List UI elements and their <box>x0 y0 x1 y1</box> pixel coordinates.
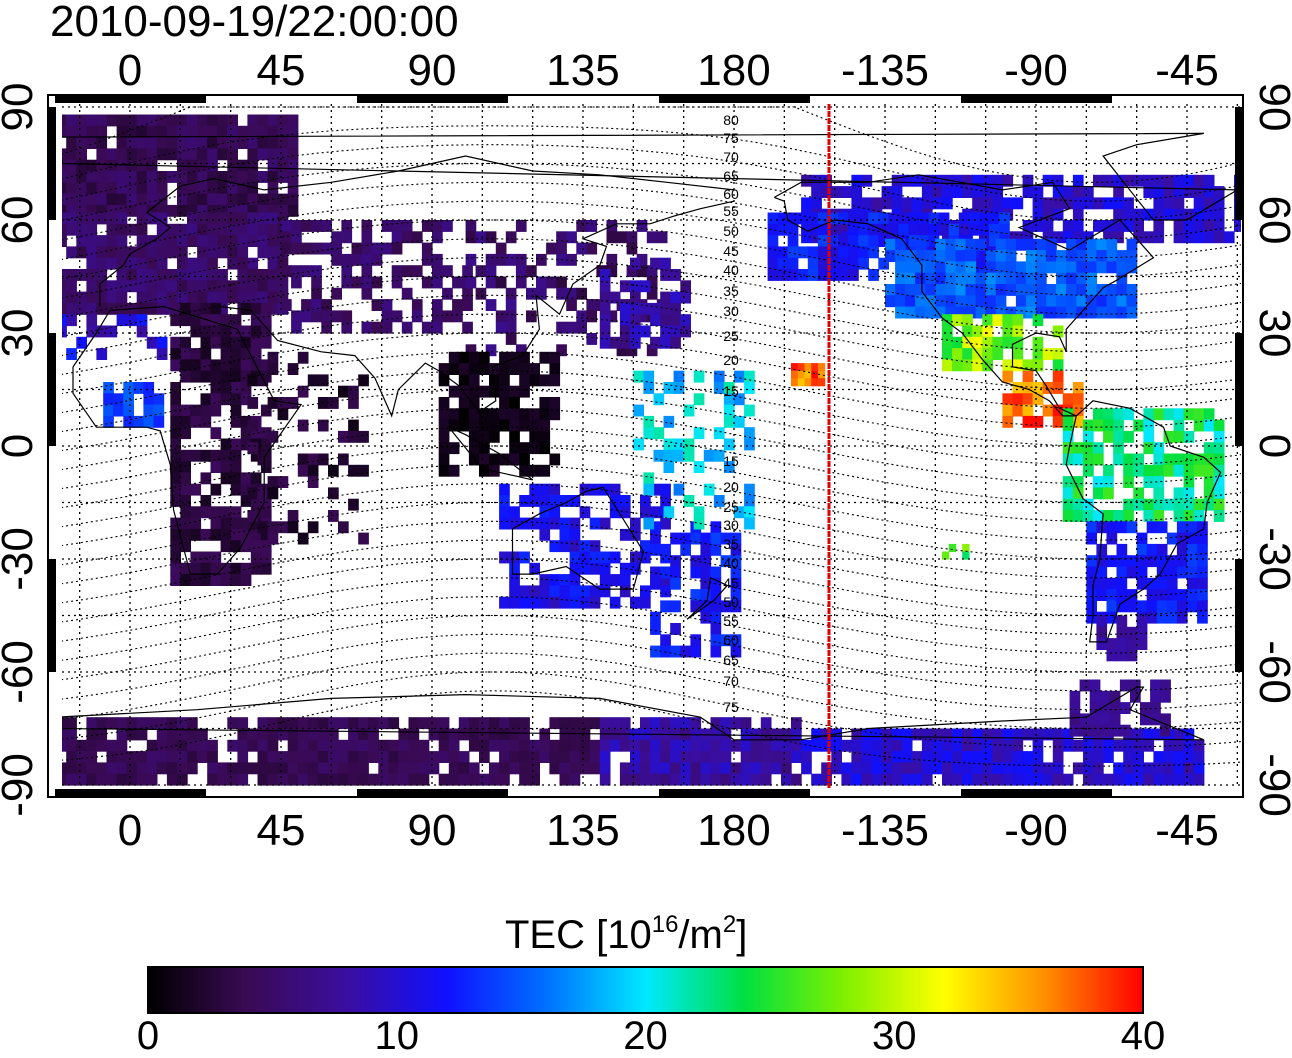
tec-map: 8075706560555045403530252015152025303540… <box>0 46 1292 855</box>
lon-tick-label-bottom: 45 <box>257 806 306 855</box>
magnetic-contour-label: 60 <box>723 186 739 202</box>
magnetic-contour-label: 70 <box>723 149 739 165</box>
frame-scale-bars <box>48 95 1243 797</box>
magnetic-contour-label: 40 <box>723 555 739 571</box>
lon-tick-label-top: 90 <box>408 46 457 95</box>
latitude-labels-right: 90 60 30 0 -30 -60 -90 <box>1250 83 1292 817</box>
magnetic-contour-label: 50 <box>723 594 739 610</box>
lon-tick-label-top: -135 <box>841 46 929 95</box>
colorbar-title-close: ] <box>736 913 748 957</box>
lon-tick-label-bottom: 90 <box>408 806 457 855</box>
lat-tick-label-right: -90 <box>1250 753 1292 817</box>
magnetic-contour-label: 65 <box>723 168 739 184</box>
magnetic-contour-label: 40 <box>723 262 739 278</box>
lon-tick-label-top: -90 <box>1004 46 1068 95</box>
lat-tick-label-right: -60 <box>1250 640 1292 704</box>
lat-tick-label-right: -30 <box>1250 527 1292 591</box>
magnetic-contour-label: 15 <box>723 383 739 399</box>
lon-tick-label-top: 0 <box>118 46 142 95</box>
lat-tick-label-left: -90 <box>0 753 42 817</box>
lat-tick-label-left: 30 <box>0 309 42 358</box>
magnetic-contour-label: 80 <box>723 112 739 128</box>
colorbar-gradient <box>147 966 1144 1014</box>
graticule-grid <box>62 104 1241 788</box>
magnetic-contour-label: 35 <box>723 283 739 299</box>
lat-tick-label-left: -60 <box>0 640 42 704</box>
magnetic-contour-label: 45 <box>723 575 739 591</box>
lon-tick-label-top: 180 <box>697 46 770 95</box>
magnetic-contour-label: 55 <box>723 613 739 629</box>
colorbar-title-unit: /m <box>678 913 723 957</box>
lon-tick-label-bottom: -135 <box>841 806 929 855</box>
lon-tick-label-bottom: 135 <box>546 806 619 855</box>
magnetic-contour-label: 70 <box>723 673 739 689</box>
colorbar <box>147 966 1144 1014</box>
magnetic-contour-label: 30 <box>723 517 739 533</box>
lon-tick-label-bottom: 0 <box>118 806 142 855</box>
longitude-labels-top: 0 45 90 135 180 -135 -90 -45 <box>118 46 1219 95</box>
magnetic-contour-label: 75 <box>723 699 739 715</box>
magnetic-contour-label: 55 <box>723 203 739 219</box>
magnetic-contour-label: 20 <box>723 352 739 368</box>
lon-tick-label-top: 135 <box>546 46 619 95</box>
colorbar-title-exponent-2: 2 <box>722 911 737 938</box>
magnetic-contour-labels: 8075706560555045403530252015152025303540… <box>723 112 739 715</box>
colorbar-tick-label: 20 <box>623 1014 668 1058</box>
lat-tick-label-right: 0 <box>1250 434 1292 458</box>
map-title: 2010-09-19/22:00:00 <box>50 0 459 46</box>
magnetic-contour-label: 50 <box>723 223 739 239</box>
lon-tick-label-bottom: 180 <box>697 806 770 855</box>
lat-tick-label-left: -30 <box>0 527 42 591</box>
lon-tick-label-top: 45 <box>257 46 306 95</box>
colorbar-title-main: TEC [10 <box>505 913 652 957</box>
colorbar-tick-label: 10 <box>374 1014 420 1058</box>
lat-tick-label-right: 90 <box>1250 83 1292 132</box>
colorbar-title: TEC [1016/m2] <box>505 902 747 958</box>
magnetic-contour-label: 20 <box>723 479 739 495</box>
colorbar-tick-label: 40 <box>1120 1014 1166 1058</box>
magnetic-contour-label: 25 <box>723 328 739 344</box>
magnetic-contour-label: 65 <box>723 652 739 668</box>
magnetic-contour-label: 15 <box>723 453 739 469</box>
colorbar-tick-label: 30 <box>872 1014 917 1058</box>
magnetic-contour-label: 60 <box>723 632 739 648</box>
lat-tick-label-right: 60 <box>1250 196 1292 245</box>
magnetic-contour-label: 25 <box>723 499 739 515</box>
magnetic-contour-label: 75 <box>723 130 739 146</box>
lat-tick-label-left: 90 <box>0 83 42 132</box>
magnetic-contour-label: 30 <box>723 303 739 319</box>
lat-tick-label-left: 60 <box>0 196 42 245</box>
lat-tick-label-left: 0 <box>0 434 42 458</box>
magnetic-contour-label: 35 <box>723 536 739 552</box>
lon-tick-label-top: -45 <box>1155 46 1219 95</box>
colorbar-title-exponent: 16 <box>651 911 679 938</box>
latitude-labels-left: 90 60 30 0 -30 -60 -90 <box>0 83 42 817</box>
longitude-labels-bottom: 0 45 90 135 180 -135 -90 -45 <box>118 806 1219 855</box>
magnetic-contour-label: 45 <box>723 243 739 259</box>
lon-tick-label-bottom: -45 <box>1155 806 1219 855</box>
lon-tick-label-bottom: -90 <box>1004 806 1068 855</box>
tec-data-layer <box>62 114 1241 786</box>
magnetic-contours <box>62 106 1241 767</box>
colorbar-tick-label: 0 <box>136 1014 160 1058</box>
lat-tick-label-right: 30 <box>1250 309 1292 358</box>
